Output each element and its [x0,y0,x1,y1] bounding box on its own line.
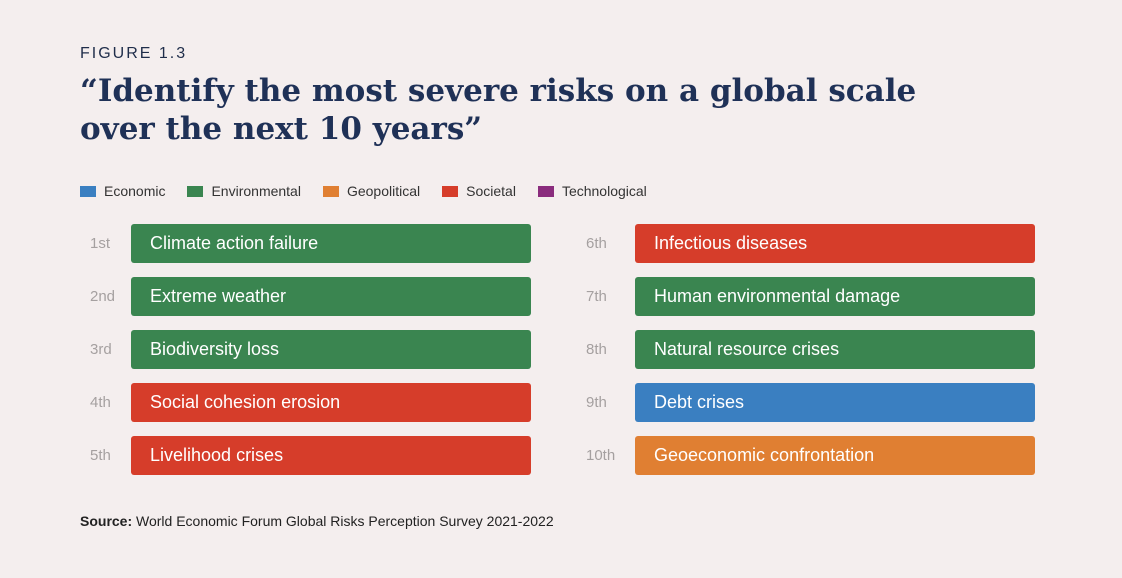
risk-bar: Extreme weather [131,277,531,316]
risk-bar: Human environmental damage [635,277,1035,316]
risk-bar: Infectious diseases [635,224,1035,263]
legend-item-societal: Societal [442,183,516,199]
source-note: Source: World Economic Forum Global Risk… [80,513,554,529]
legend-item-economic: Economic [80,183,165,199]
legend-label: Environmental [211,183,301,199]
risk-row: 7th Human environmental damage [580,277,1035,316]
risk-bar: Debt crises [635,383,1035,422]
risk-rank: 6th [586,235,607,252]
risk-rank: 3rd [90,341,112,358]
risk-row: 4th Social cohesion erosion [80,383,531,422]
legend-swatch [537,185,554,197]
legend-swatch [80,185,96,197]
risk-row: 2nd Extreme weather [80,277,531,316]
legend-swatch [187,185,204,197]
legend-label: Societal [466,183,516,199]
risk-row: 9th Debt crises [580,383,1035,422]
risk-column-right: 6th Infectious diseases 7th Human enviro… [580,224,1035,489]
risk-rank: 2nd [90,288,116,305]
risk-rank: 9th [586,394,607,411]
risk-row: 6th Infectious diseases [580,224,1035,263]
risk-row: 8th Natural resource crises [580,330,1035,369]
risk-row: 10th Geoeconomic confrontation [580,436,1035,475]
risk-rank: 1st [90,235,111,252]
legend-item-environmental: Environmental [187,183,301,199]
source-label: Source: [80,513,133,529]
risk-row: 3rd Biodiversity loss [80,330,531,369]
risk-bar: Geoeconomic confrontation [635,436,1035,475]
risk-bar: Livelihood crises [131,436,531,475]
risk-rank: 7th [586,288,607,305]
source-text: World Economic Forum Global Risks Percep… [136,513,554,529]
risk-bar: Biodiversity loss [131,330,531,369]
legend-item-geopolitical: Geopolitical [322,183,421,199]
risk-row: 1st Climate action failure [80,224,531,263]
risk-bar: Climate action failure [131,224,531,263]
legend-label: Technological [561,183,647,199]
risk-bar: Social cohesion erosion [131,383,531,422]
legend-label: Geopolitical [346,183,421,199]
figure-label: FIGURE 1.3 [80,45,188,62]
legend-label: Economic [104,183,166,199]
legend-swatch [442,185,459,197]
figure-title: “Identify the most severe risks on a glo… [80,73,917,147]
risk-bar: Natural resource crises [635,330,1035,369]
risk-rank: 5th [90,447,111,464]
legend-swatch [322,185,339,197]
risk-rank: 10th [586,447,616,464]
risk-row: 5th Livelihood crises [80,436,531,475]
legend: Economic Environmental Geopolitical Soci… [80,183,669,199]
risk-column-left: 1st Climate action failure 2nd Extreme w… [80,224,531,489]
risk-rank: 4th [90,394,111,411]
risk-rank: 8th [586,341,607,358]
legend-item-technological: Technological [537,183,647,199]
